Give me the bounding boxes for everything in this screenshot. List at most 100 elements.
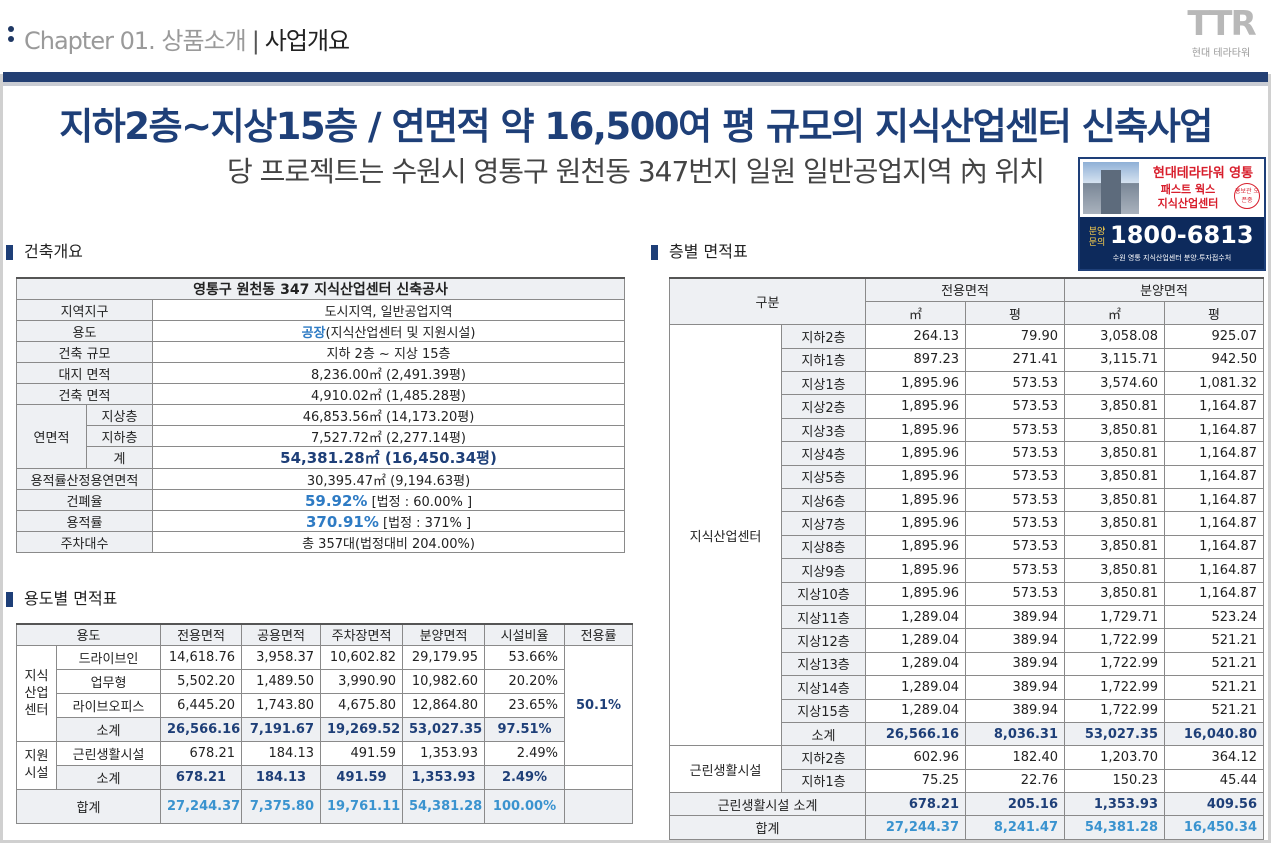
table-row: 지역지구 도시지역, 일반공업지역 [16, 299, 626, 321]
cell: 3,850.81 [1064, 534, 1166, 560]
sales-ad-banner[interactable]: 현대테라타워 영통 패스트 웍스 지식산업센터 홍보관 오픈중 분양문의 1800… [1078, 157, 1266, 271]
cell: 1,895.96 [865, 394, 967, 419]
cell: 521.21 [1164, 628, 1265, 653]
row-value: 도시지역, 일반공업지역 [151, 299, 626, 321]
row-value: 7,527.72㎡ (2,277.14평) [151, 425, 626, 447]
table-row: 지상13층 1,289.04 389.94 1,722.99 521.21 [670, 651, 1265, 677]
cell: 2.49% [484, 740, 566, 766]
cell: 16,040.80 [1164, 721, 1265, 747]
cell: 79.90 [965, 324, 1066, 349]
row-label: 계 [86, 446, 153, 469]
floor-label: 지상15층 [780, 698, 867, 723]
cell: 1,722.99 [1064, 628, 1166, 653]
row-label: 건축 면적 [16, 383, 153, 405]
ad-phone-number[interactable]: 1800-6813 [1110, 221, 1254, 249]
cell: 389.94 [965, 698, 1066, 723]
cell: 23.65% [484, 692, 566, 718]
floor-label: 소계 [780, 721, 867, 747]
cell: 523.24 [1164, 604, 1265, 630]
page-title: 지하2층~지상15층 / 연면적 약 16,500여 평 규모의 지식산업센터 … [59, 105, 1213, 148]
row-name: 라이브오피스 [55, 692, 162, 718]
cell: 389.94 [965, 628, 1066, 653]
row-label: 용적률산정용연면적 [16, 468, 153, 490]
cell: 1,164.87 [1164, 417, 1265, 443]
unit-header: ㎡ [1064, 300, 1166, 326]
cell: 1,289.04 [865, 675, 967, 700]
breadcrumb: Chapter 01. 상품소개 | 사업개요 [24, 21, 350, 56]
cell: 1,164.87 [1164, 581, 1265, 606]
ad-phone-band: 분양문의 1800-6813 수원 영통 지식산업센터 분양.투자접수처 [1080, 217, 1264, 269]
table-row: 지식 산업 센터 드라이브인 14,618.76 3,958.37 10,602… [16, 644, 634, 766]
cell: 1,164.87 [1164, 488, 1265, 513]
cell: 53,027.35 [1064, 721, 1166, 747]
cell: 1,353.93 [1064, 792, 1166, 817]
table-row: 지상14층 1,289.04 389.94 1,722.99 521.21 [670, 675, 1265, 700]
table-row: 지원 시설 근린생활시설 678.21 184.13 491.59 1,353.… [16, 740, 633, 790]
cell: 1,895.96 [865, 558, 967, 583]
row-label: 용도 [16, 320, 153, 342]
cell: 1,895.96 [865, 488, 967, 513]
col-header: 용도 [15, 623, 162, 646]
table-row: 지상12층 1,289.04 389.94 1,722.99 521.21 [670, 628, 1265, 653]
table-row: 주차대수 총 357대(법정대비 204.00%) [16, 531, 626, 553]
table-row: 계 54,381.28㎡ (16,450.34평) [17, 446, 626, 469]
cell: 3,850.81 [1064, 394, 1166, 419]
table-row: 용도 공장(지식산업센터 및 지원시설) [16, 320, 626, 342]
chapter-label: Chapter 01. 상품소개 [24, 27, 247, 55]
floor-label: 지하2층 [780, 324, 867, 349]
table-row: 지상1층 1,895.96 573.53 3,574.60 1,081.32 [670, 371, 1265, 396]
ad-line3-text: 지식산업센터 [1157, 197, 1219, 210]
table-row: 지상4층 1,895.96 573.53 3,850.81 1,164.87 [670, 441, 1265, 466]
overview-heading: 건축개요 [6, 238, 83, 262]
table-row: 지상11층 1,289.04 389.94 1,729.71 523.24 [670, 604, 1265, 630]
row-name: 합계 [15, 788, 162, 824]
logo-mark: TTR [1187, 4, 1256, 44]
cell: 573.53 [965, 488, 1066, 513]
cell: 7,375.80 [241, 788, 322, 824]
cell: 54,381.28 [402, 788, 486, 824]
col-header: 전용면적 [865, 276, 1066, 302]
table-row: 지상9층 1,895.96 573.53 3,850.81 1,164.87 [670, 558, 1265, 583]
cell: 1,289.04 [865, 698, 967, 723]
cell: 389.94 [965, 651, 1066, 677]
cell: 925.07 [1164, 324, 1265, 349]
bcr-legal: [법정 : 60.00% ] [371, 494, 473, 510]
col-header: 구분 [668, 277, 867, 326]
usage-heading: 용도별 면적표 [6, 585, 117, 609]
cell: 491.59 [320, 740, 404, 766]
cell: 3,574.60 [1064, 371, 1166, 396]
group-label: 지원 시설 [16, 740, 57, 790]
header-bar [3, 72, 1268, 82]
floor-label: 지상11층 [780, 604, 867, 630]
table-header-row: 용도 전용면적 공용면적 주차장면적 분양면적 시설비율 전용률 [15, 623, 634, 646]
floor-label: 지상12층 [780, 628, 867, 653]
cell: 182.40 [965, 745, 1066, 770]
cell: 1,895.96 [865, 464, 967, 490]
floor-label: 지상9층 [780, 558, 867, 583]
floor-heading: 층별 면적표 [651, 238, 748, 262]
cell: 45.44 [1164, 768, 1265, 794]
table-row: 용적률 370.91% [법정 : 371% ] [16, 510, 626, 532]
total-row: 합계 27,244.37 7,375.80 19,761.11 54,381.2… [15, 788, 634, 824]
cell: 75.25 [865, 768, 967, 794]
overview-caption: 영통구 원천동 347 지식산업센터 신축공사 [15, 277, 626, 300]
cell: 1,489.50 [241, 668, 322, 694]
cell: 1,895.96 [865, 581, 967, 606]
cell: 1,895.96 [865, 371, 967, 396]
cell: 602.96 [865, 745, 967, 770]
row-value: 지하 2층 ~ 지상 15층 [151, 341, 626, 363]
cell: 8,241.47 [965, 815, 1066, 840]
cell: 409.56 [1164, 792, 1265, 817]
row-label: 대지 면적 [16, 362, 153, 384]
cell: 573.53 [965, 581, 1066, 606]
cell: 491.59 [320, 764, 404, 790]
overview-table: 영통구 원천동 347 지식산업센터 신축공사 지역지구 도시지역, 일반공업지역… [15, 277, 626, 553]
cell: 1,164.87 [1164, 534, 1265, 560]
cell: 12,864.80 [402, 692, 486, 718]
floor-label: 합계 [668, 815, 867, 840]
cell: 205.16 [965, 792, 1066, 817]
cell: 521.21 [1164, 651, 1265, 677]
floor-area-table: 구분 전용면적 분양면적 ㎡ 평 ㎡ 평 지식산업센터 지하2층 264.13 79.… [668, 276, 1265, 840]
cell: 1,895.96 [865, 441, 967, 466]
ad-note: 수원 영통 지식산업센터 분양.투자접수처 [1112, 254, 1232, 262]
